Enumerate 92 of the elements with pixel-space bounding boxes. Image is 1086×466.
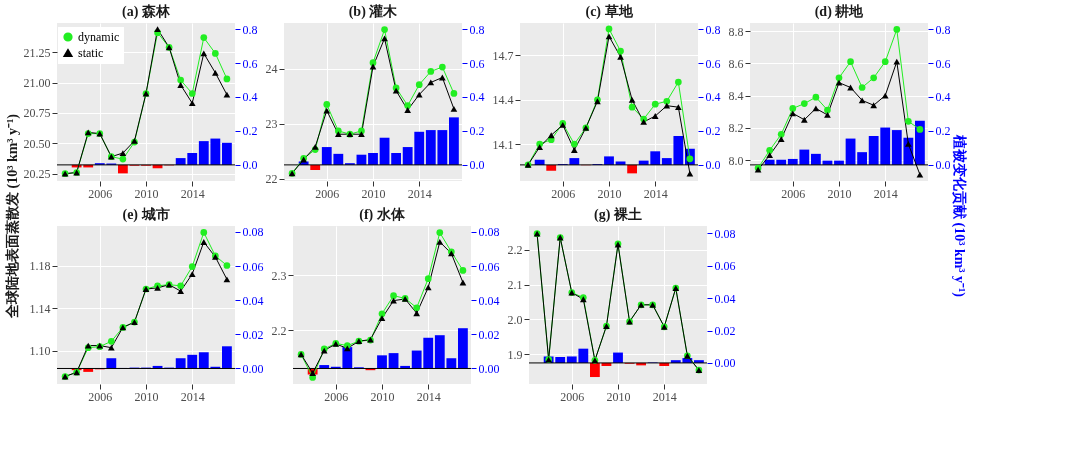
- y-tick-label: 8.2: [728, 121, 744, 136]
- x-tick-label: 2010: [827, 186, 852, 201]
- y-tick-label: 21.00: [23, 76, 51, 91]
- y-tick-label: 8.0: [728, 153, 744, 168]
- y-tick-label: 2.2: [271, 323, 287, 338]
- y-tick-label: 2.2: [507, 243, 523, 258]
- chart-title: (e) 城市: [122, 205, 170, 223]
- y-tick-label: 20.25: [23, 167, 51, 182]
- y-tick-label: 8.6: [728, 56, 744, 71]
- y2-tick-label: 0.4: [242, 90, 258, 105]
- y-tick-label: 8.4: [728, 89, 744, 104]
- y2-tick-label: 0.0: [935, 158, 951, 173]
- legend-label: dynamic: [78, 30, 120, 44]
- y2-tick-label: 0.08: [478, 225, 500, 240]
- x-tick-label: 2006: [324, 389, 349, 404]
- y-tick-label: 1.9: [507, 347, 523, 362]
- y2-tick-label: 0.8: [935, 22, 951, 37]
- y-tick-label: 2.0: [507, 312, 523, 327]
- x-tick-label: 2014: [416, 389, 441, 404]
- x-tick-label: 2014: [180, 186, 205, 201]
- chart-title: (a) 森林: [122, 4, 171, 20]
- y2-tick-label: 0.08: [242, 225, 264, 240]
- y-tick-label: 2.1: [507, 278, 523, 293]
- y-tick-label: 1.14: [29, 301, 51, 316]
- y-tick-label: 20.50: [23, 136, 51, 151]
- y-tick-label: 2.3: [271, 268, 287, 283]
- y-tick-label: 1.18: [29, 259, 51, 273]
- x-tick-label: 2006: [560, 389, 585, 404]
- y2-tick-label: 0.06: [242, 259, 264, 274]
- y2-tick-label: 0.0: [469, 158, 485, 173]
- y2-tick-label: 0.6: [469, 56, 485, 71]
- y-tick-label: 24: [265, 62, 278, 77]
- x-tick-label: 2010: [597, 186, 622, 201]
- y2-tick-label: 0.2: [469, 124, 485, 139]
- y2-tick-label: 0.06: [478, 259, 500, 274]
- y-tick-label: 21.25: [23, 45, 51, 60]
- y-tick-label: 20.75: [23, 106, 51, 121]
- y2-tick-label: 0.8: [705, 22, 721, 37]
- y2-tick-label: 0.04: [714, 291, 736, 306]
- y2-tick-label: 0.2: [935, 124, 951, 139]
- x-tick-label: 2010: [134, 389, 159, 404]
- y2-tick-label: 0.6: [705, 56, 721, 71]
- y-tick-label: 14.4: [492, 93, 514, 108]
- x-tick-label: 2014: [407, 186, 432, 201]
- legend-label: static: [78, 46, 104, 60]
- y2-tick-label: 0.8: [469, 22, 485, 37]
- y2-tick-label: 0.6: [242, 56, 258, 71]
- y2-tick-label: 0.0: [242, 158, 258, 173]
- y-tick-label: 23: [265, 117, 278, 132]
- x-tick-label: 2010: [134, 186, 159, 201]
- y2-tick-label: 0.4: [705, 90, 721, 105]
- y2-tick-label: 0.00: [714, 356, 736, 371]
- y2-tick-label: 0.00: [478, 361, 500, 376]
- x-tick-label: 2014: [643, 186, 668, 201]
- chart-title: (c) 草地: [585, 4, 634, 20]
- x-tick-label: 2010: [370, 389, 395, 404]
- y-tick-label: 14.1: [492, 137, 514, 152]
- chart-title: (g) 裸土: [594, 206, 642, 223]
- y2-tick-label: 0.4: [935, 90, 951, 105]
- x-tick-label: 2014: [180, 389, 205, 404]
- y-tick-label: 14.7: [492, 48, 514, 63]
- y2-tick-label: 0.04: [242, 293, 264, 308]
- y2-tick-label: 0.8: [242, 22, 258, 37]
- y2-axis-title: 植被变化贡献 (10³ km³ y⁻¹): [951, 134, 968, 298]
- x-tick-label: 2014: [873, 186, 898, 201]
- y2-tick-label: 0.2: [705, 124, 721, 139]
- chart-title: (f) 水体: [359, 206, 406, 223]
- x-tick-label: 2014: [652, 389, 677, 404]
- y2-tick-label: 0.00: [242, 361, 264, 376]
- y2-tick-label: 0.6: [935, 56, 951, 71]
- y2-tick-label: 0.02: [714, 324, 736, 339]
- y-tick-label: 8.8: [728, 24, 744, 39]
- x-tick-label: 2010: [606, 389, 631, 404]
- y2-tick-label: 0.0: [705, 158, 721, 173]
- x-tick-label: 2006: [781, 186, 806, 201]
- chart-title: (d) 耕地: [814, 4, 865, 20]
- y2-tick-label: 0.06: [714, 259, 736, 274]
- x-tick-label: 2006: [88, 186, 113, 201]
- y2-tick-label: 0.02: [242, 327, 264, 342]
- y2-tick-label: 0.04: [478, 293, 500, 308]
- y-tick-label: 22: [265, 172, 278, 187]
- y2-tick-label: 0.02: [478, 327, 500, 342]
- x-tick-label: 2006: [551, 186, 576, 201]
- y2-tick-label: 0.2: [242, 124, 258, 139]
- chart-title: (b) 灌木: [348, 4, 399, 20]
- y2-tick-label: 0.4: [469, 90, 485, 105]
- x-tick-label: 2010: [361, 186, 386, 201]
- y-axis-title: 全球陆地表面蒸散发 (10³ km³ y⁻¹): [5, 113, 21, 319]
- y-tick-label: 1.10: [29, 344, 51, 359]
- x-tick-label: 2006: [315, 186, 340, 201]
- x-tick-label: 2006: [88, 389, 113, 404]
- y2-tick-label: 0.08: [714, 226, 736, 241]
